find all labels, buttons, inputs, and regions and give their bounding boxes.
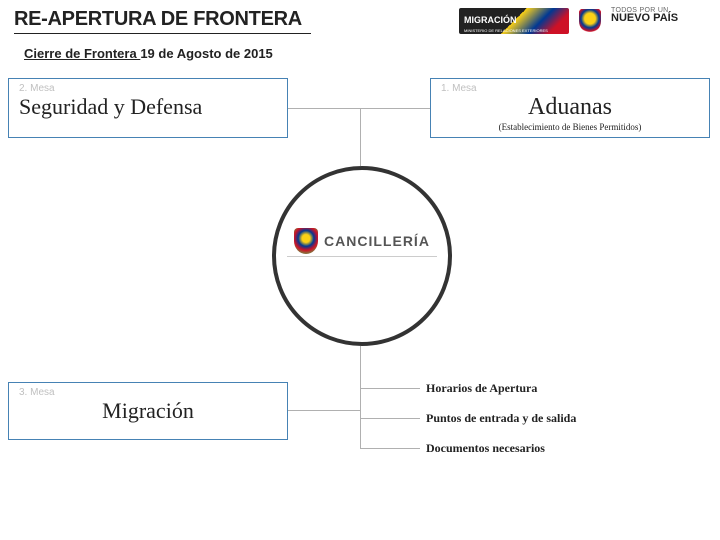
- box-seguridad-title: Seguridad y Defensa: [19, 94, 277, 119]
- subtitle-rest: 19 de Agosto de 2015: [140, 46, 272, 61]
- box-aduanas-label: 1. Mesa: [441, 83, 699, 94]
- box-aduanas: 1. Mesa Aduanas (Establecimiento de Bien…: [430, 78, 710, 138]
- logo-group: MIGRACIÓN MINISTERIO DE RELACIONES EXTER…: [459, 8, 706, 34]
- logo-nuevopais-line2: NUEVO PAÍS: [611, 14, 706, 24]
- title-underline: [14, 33, 311, 34]
- logo-migracion-subtext: MINISTERIO DE RELACIONES EXTERIORES: [464, 28, 548, 33]
- logo-nuevo-pais: TODOS POR UN NUEVO PAÍS: [611, 8, 706, 34]
- box-aduanas-title: Aduanas: [441, 94, 699, 122]
- circle-divider: [287, 256, 437, 257]
- logo-migracion: MIGRACIÓN MINISTERIO DE RELACIONES EXTER…: [459, 8, 569, 34]
- connector-aduanas-h: [361, 108, 430, 109]
- bullet-documentos: Documentos necesarios: [426, 441, 545, 456]
- connector-bullet-2: [361, 418, 420, 419]
- box-migracion: 3. Mesa Migración: [8, 382, 288, 440]
- box-migracion-title: Migración: [19, 398, 277, 423]
- connector-bullet-1: [361, 388, 420, 389]
- box-aduanas-subtitle: (Establecimiento de Bienes Permitidos): [441, 122, 699, 132]
- cancilleria-shield-icon: [294, 228, 318, 254]
- bullet-puntos: Puntos de entrada y de salida: [426, 411, 576, 426]
- subtitle-underlined: Cierre de Frontera: [24, 46, 140, 61]
- box-migracion-label: 3. Mesa: [19, 387, 277, 398]
- connector-migracion-h: [288, 410, 361, 411]
- page-title-wrap: RE-APERTURA DE FRONTERA: [14, 8, 302, 31]
- bullet-horarios: Horarios de Apertura: [426, 381, 537, 396]
- cancilleria-logo: CANCILLERÍA: [294, 228, 430, 254]
- page-title: RE-APERTURA DE FRONTERA: [14, 8, 302, 31]
- page-header: RE-APERTURA DE FRONTERA MIGRACIÓN MINIST…: [0, 0, 720, 40]
- shield-icon: [579, 9, 601, 33]
- connector-seguridad-v: [360, 108, 361, 166]
- connector-bullet-3: [361, 448, 420, 449]
- connector-seguridad-h: [288, 108, 361, 109]
- connector-list-vert: [360, 346, 361, 449]
- box-seguridad: 2. Mesa Seguridad y Defensa: [8, 78, 288, 138]
- center-circle: CANCILLERÍA: [272, 166, 452, 346]
- page-subtitle: Cierre de Frontera 19 de Agosto de 2015: [24, 46, 273, 61]
- cancilleria-text: CANCILLERÍA: [324, 233, 430, 249]
- box-seguridad-label: 2. Mesa: [19, 83, 277, 94]
- logo-migracion-text: MIGRACIÓN: [464, 15, 517, 25]
